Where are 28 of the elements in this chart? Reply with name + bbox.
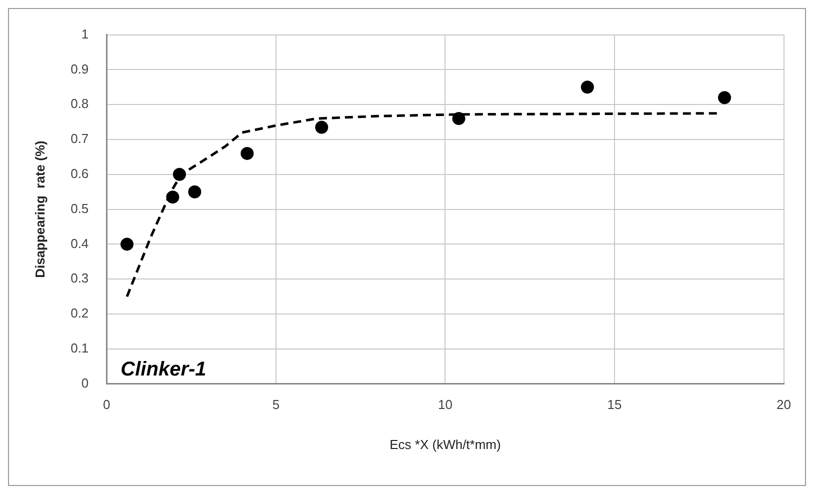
x-axis-title: Ecs *X (kWh/t*mm) [390, 436, 501, 452]
y-tick-label: 0.9 [70, 61, 89, 76]
x-tick-label: 0 [103, 397, 110, 412]
y-tick-label: 0.8 [70, 96, 89, 112]
point [718, 91, 732, 104]
point [120, 238, 134, 251]
y-tick-label: 0.5 [70, 200, 89, 216]
y-tick-label: 0.2 [70, 306, 89, 321]
point [240, 146, 254, 160]
y-axis-title: Disappearing rate (%) [32, 140, 48, 278]
y-tick-label: 0.3 [70, 270, 89, 286]
y-tick-label: 0.7 [70, 131, 89, 146]
y-tick-label: 1 [81, 26, 89, 42]
y-tick-label: 0 [81, 375, 89, 390]
x-tick-label: 15 [607, 397, 622, 412]
y-tick-label: 0.4 [70, 236, 89, 251]
y-tick-label: 0.1 [70, 340, 89, 356]
x-tick-label: 5 [272, 397, 280, 412]
point [172, 168, 186, 181]
annotation: Clinker-1 [120, 358, 206, 380]
point [315, 120, 328, 134]
x-tick-label: 20 [776, 397, 792, 412]
point [452, 112, 466, 126]
point [166, 190, 180, 204]
y-tick-label: 0.6 [70, 166, 89, 181]
point [580, 80, 594, 94]
x-tick-label: 10 [438, 397, 452, 412]
point [188, 185, 202, 198]
